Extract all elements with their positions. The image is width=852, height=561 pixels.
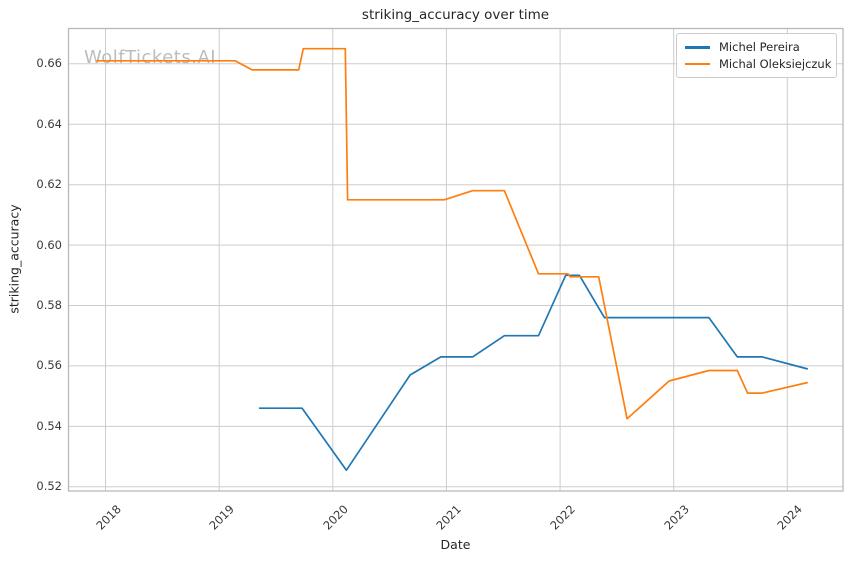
legend-label: Michal Oleksiejczuk xyxy=(719,56,832,71)
x-axis-label: Date xyxy=(440,537,471,552)
chart-title: striking_accuracy over time xyxy=(361,7,550,23)
y-tick-label: 0.66 xyxy=(36,56,62,71)
y-tick-label: 0.56 xyxy=(36,358,62,373)
legend-line-swatch-blue xyxy=(685,46,710,49)
legend-label: Michel Pereira xyxy=(719,40,800,55)
y-tick-label: 0.52 xyxy=(36,479,62,494)
line-series-michel-pereira xyxy=(258,274,809,472)
legend-item-michal-oleksiejczuk: Michal Oleksiejczuk xyxy=(685,56,832,71)
watermark: WolfTickets.AI xyxy=(84,47,217,68)
y-tick-label: 0.58 xyxy=(36,298,62,313)
y-tick-label: 0.60 xyxy=(36,237,62,252)
plot-frame xyxy=(67,27,844,492)
y-tick-label: 0.54 xyxy=(36,418,62,433)
y-axis-label: striking_accuracy xyxy=(6,204,21,314)
legend-line-swatch-orange xyxy=(685,62,710,65)
y-tick-label: 0.64 xyxy=(36,116,62,131)
y-tick-label: 0.62 xyxy=(36,177,62,192)
legend: Michel Pereira Michal Oleksiejczuk xyxy=(676,33,837,78)
legend-item-michel-pereira: Michel Pereira xyxy=(685,40,828,54)
line-series-michal-oleksiejczuk xyxy=(96,47,808,420)
